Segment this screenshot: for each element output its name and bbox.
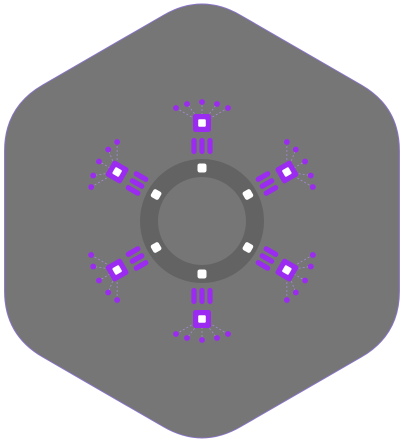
arm-bar [255, 171, 271, 182]
arm-bar [191, 288, 197, 304]
connector-line [98, 269, 118, 281]
ring-marker-square [150, 189, 162, 200]
connector-dot [90, 263, 97, 270]
arm [255, 246, 316, 303]
connector-dot [292, 146, 299, 153]
connector-dot [88, 184, 95, 190]
ring-layer [140, 159, 264, 283]
ring-marker-square [242, 242, 254, 253]
connector-dot [302, 277, 308, 284]
module-core [198, 119, 206, 127]
arm-bar [207, 288, 213, 304]
connector-dot [283, 139, 290, 145]
module-core [112, 167, 122, 177]
ring-marker-square [197, 163, 207, 173]
arm [173, 288, 231, 343]
connector-dot [96, 158, 102, 165]
connector-dot [225, 331, 231, 337]
connector-dot [173, 105, 179, 111]
module-core [198, 315, 206, 323]
arm-bar [259, 253, 275, 264]
arm [88, 139, 149, 196]
ring-marker-square [150, 242, 162, 253]
connector-dot [173, 331, 179, 337]
connector-dot [88, 252, 95, 258]
arm [88, 246, 149, 303]
arm-bar [133, 171, 149, 182]
arm-bar [255, 260, 271, 271]
ring-marker [150, 242, 162, 253]
hexagon-shape [4, 3, 400, 439]
connector-line [98, 161, 118, 173]
arm-bar [125, 185, 141, 196]
connector-dot [309, 184, 316, 190]
module-core [282, 265, 292, 275]
connector-dot [225, 105, 231, 111]
arm-bar [259, 178, 275, 189]
arm-bar [133, 260, 149, 271]
connector-dot [184, 335, 190, 341]
connector-dot [105, 289, 112, 296]
arm-bar [125, 246, 141, 257]
connector-dot [114, 297, 121, 303]
arm-bar [207, 138, 213, 154]
hexagon-layer [4, 3, 400, 439]
ring-marker-square [197, 269, 207, 279]
ring-marker [150, 189, 162, 200]
connector-line [286, 161, 306, 173]
arms-layer [88, 99, 316, 343]
connector-dot [214, 101, 220, 107]
connector-dot [114, 139, 121, 145]
connector-dot [214, 335, 220, 341]
ring-marker [197, 269, 207, 279]
connector-dot [283, 297, 290, 303]
module-core [112, 265, 122, 275]
connector-dot [90, 172, 97, 179]
connector-dot [199, 99, 205, 105]
connector-dot [199, 337, 205, 343]
ring-marker [242, 189, 254, 200]
connector-dot [302, 158, 308, 165]
arm-bar [263, 246, 279, 257]
connector-dot [309, 252, 316, 258]
connector-dot [307, 263, 314, 270]
arm [255, 139, 316, 196]
arm-bar [191, 138, 197, 154]
arm-bar [129, 178, 145, 189]
ring-marker-square [242, 189, 254, 200]
arm-bar [263, 185, 279, 196]
module-core [282, 167, 292, 177]
connector-dot [184, 101, 190, 107]
arm-bar [199, 138, 205, 154]
connector-dot [96, 277, 102, 284]
ring-marker [242, 242, 254, 253]
connector-dot [105, 146, 112, 153]
arm-bar [199, 288, 205, 304]
connector-dot [292, 289, 299, 296]
connector-dot [307, 172, 314, 179]
ring-marker [197, 163, 207, 173]
arm [173, 99, 231, 154]
connector-line [286, 269, 306, 281]
arm-bar [129, 253, 145, 264]
